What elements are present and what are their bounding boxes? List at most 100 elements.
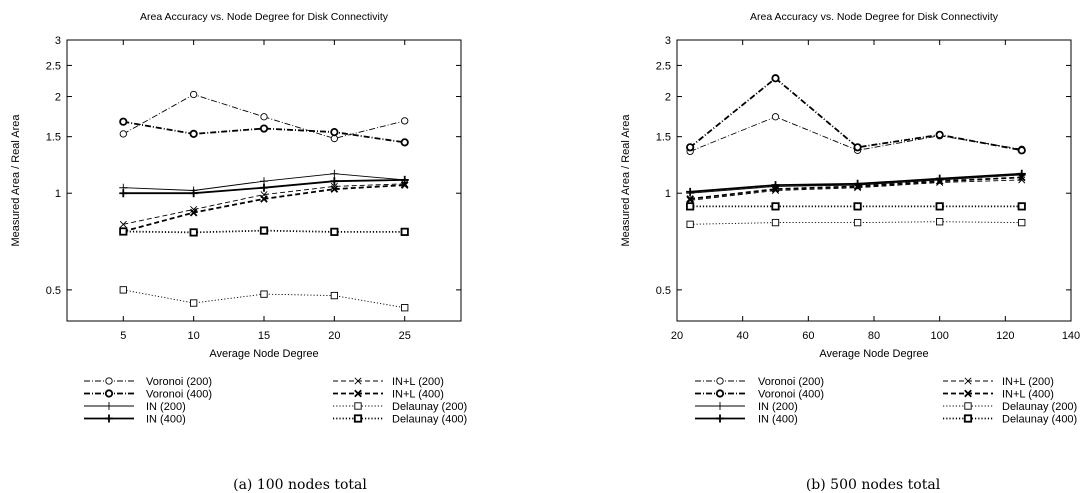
series-voronoi-200	[119, 90, 409, 143]
data-point	[259, 124, 269, 133]
series-line	[123, 184, 405, 233]
legend-marker	[963, 414, 973, 423]
legend-label: Voronoi (400)	[146, 389, 212, 401]
data-point	[330, 134, 339, 143]
data-point	[935, 177, 944, 186]
chart-title: Area Accuracy vs. Node Degree for Disk C…	[750, 11, 999, 23]
data-point	[189, 228, 198, 237]
x-tick-label: 120	[996, 330, 1014, 342]
legend-marker	[715, 389, 725, 398]
legend-marker	[105, 414, 113, 423]
legend-marker	[964, 377, 972, 385]
legend-marker	[964, 402, 972, 410]
series-in-400	[686, 169, 1026, 196]
data-point	[119, 220, 127, 228]
legend-label: IN+L (400)	[1002, 389, 1054, 401]
legend-marker	[716, 377, 724, 385]
x-tick-label: 5	[120, 330, 126, 342]
data-point	[1018, 218, 1026, 227]
series-delaunay-400	[119, 226, 409, 237]
legend-label: Delaunay (200)	[1002, 401, 1077, 413]
y-tick-label: 2	[665, 92, 671, 104]
x-tick-label: 140	[1062, 330, 1080, 342]
data-point	[119, 189, 128, 198]
y-tick-label: 0.5	[656, 285, 671, 297]
data-point	[119, 227, 128, 236]
legend-label: Voronoi (200)	[758, 376, 824, 388]
legend-marker	[353, 414, 363, 423]
data-point	[686, 195, 694, 203]
legend-label: IN+L (200)	[1002, 376, 1054, 388]
data-point	[330, 127, 339, 137]
legend-marker	[964, 389, 972, 398]
y-tick-label: 0.5	[46, 285, 61, 297]
series-in-400	[119, 175, 409, 198]
data-point	[686, 187, 695, 196]
x-tick-label: 20	[328, 330, 340, 342]
legend-marker	[105, 402, 113, 410]
x-tick-label: 40	[737, 330, 749, 342]
y-axis-label: Measured Area / Real Area	[10, 114, 22, 247]
legend-marker	[354, 377, 362, 385]
data-point	[189, 189, 198, 198]
series-line	[123, 120, 405, 144]
legend-marker	[104, 389, 114, 398]
data-point	[400, 227, 409, 236]
data-point	[189, 129, 198, 139]
data-point	[853, 218, 862, 227]
data-point	[330, 185, 339, 193]
data-point	[771, 113, 780, 121]
data-point	[936, 218, 944, 226]
data-point	[771, 185, 780, 193]
data-point	[119, 286, 127, 294]
data-point	[401, 117, 409, 125]
legend-label: Delaunay (400)	[392, 414, 467, 426]
data-point	[686, 202, 695, 211]
data-point	[119, 117, 128, 126]
data-point	[1017, 173, 1026, 182]
data-point	[853, 202, 862, 211]
legend-marker	[716, 402, 724, 410]
x-tick-label: 60	[802, 330, 814, 342]
data-point	[686, 143, 695, 152]
data-point	[935, 202, 944, 211]
series-line	[689, 77, 1022, 152]
y-tick-label: 1	[665, 188, 671, 200]
data-point	[771, 181, 780, 190]
data-point	[330, 227, 339, 236]
data-point	[260, 195, 268, 203]
y-tick-label: 3	[55, 35, 61, 47]
x-axis-label: Average Node Degree	[209, 348, 318, 360]
x-tick-label: 10	[188, 330, 200, 342]
data-point	[401, 304, 409, 312]
legend-label: Delaunay (400)	[1002, 414, 1077, 426]
data-point	[119, 130, 127, 138]
data-point	[259, 226, 269, 235]
data-point	[189, 208, 198, 217]
y-tick-label: 1	[55, 188, 61, 200]
data-point	[260, 290, 268, 298]
series-in-l-200	[686, 176, 1026, 204]
series-voronoi-400	[686, 74, 1026, 155]
data-point	[771, 202, 780, 211]
series-in-l-400	[686, 173, 1026, 203]
y-tick-label: 2.5	[46, 60, 61, 72]
x-tick-label: 100	[930, 330, 948, 342]
legend-label: Voronoi (200)	[146, 376, 212, 388]
legend-label: IN (400)	[146, 414, 186, 426]
data-point	[400, 138, 409, 147]
data-point	[771, 218, 780, 227]
y-tick-label: 3	[665, 35, 671, 47]
data-point	[853, 182, 862, 191]
x-tick-label: 25	[399, 330, 411, 342]
legend-label: Delaunay (200)	[392, 401, 467, 413]
legend-label: IN+L (200)	[392, 376, 444, 388]
x-tick-label: 15	[258, 330, 270, 342]
series-delaunay-200	[686, 218, 1026, 228]
figure-caption: (b) 500 nodes total	[806, 477, 941, 493]
data-point	[330, 177, 339, 186]
figure-caption: (a) 100 nodes total	[233, 477, 367, 493]
legend-label: IN (200)	[146, 401, 186, 413]
chart-panel-a: Area Accuracy vs. Node Degree for Disk C…	[10, 11, 467, 493]
